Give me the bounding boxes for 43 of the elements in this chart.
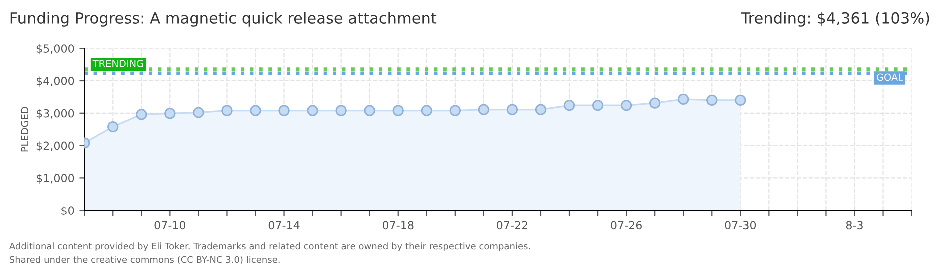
x-tick-label: 07-10 (154, 221, 186, 230)
point (278, 105, 290, 116)
point (450, 105, 461, 116)
point (164, 108, 176, 120)
point (250, 105, 262, 116)
y-tick-label: $1,000 (36, 174, 74, 184)
point (706, 94, 718, 106)
point (421, 105, 432, 116)
ref-line-label: GOAL (876, 74, 904, 82)
point (307, 105, 318, 116)
x-tick-label: 07-26 (611, 221, 642, 230)
point (535, 104, 547, 116)
point (136, 109, 148, 120)
text: Shared under the creative commons (CC BY-NC 3.0) license. (10, 256, 280, 264)
point (506, 104, 518, 116)
y-tick-label: $2,000 (36, 142, 74, 152)
point (678, 94, 690, 106)
y-tick-label: $0 (62, 206, 74, 216)
point (735, 94, 746, 106)
y-tick-label: $5,000 (36, 44, 74, 54)
point (392, 105, 404, 116)
point (364, 105, 376, 116)
point (621, 100, 632, 112)
ref-line-label: TRENDING (92, 60, 144, 68)
point (478, 104, 490, 116)
point (592, 100, 604, 112)
chart-subtitle: Trending: $4,361 (103%) (741, 12, 930, 27)
x-tick-label: 07-22 (497, 221, 528, 230)
point (336, 105, 347, 116)
point (564, 100, 576, 112)
x-tick-label: 07-14 (268, 221, 300, 230)
text: Additional content provided by Eli Toker. Trademarks and related content are owned by their respective companies. (9, 242, 530, 252)
point (193, 107, 204, 118)
y-tick-label: $3,000 (36, 109, 74, 120)
point (108, 121, 119, 133)
x-tick-label: 07-30 (725, 221, 756, 230)
y-tick-label: $4,000 (36, 76, 74, 87)
x-tick-label: 07-18 (382, 221, 414, 230)
point (650, 98, 661, 109)
y-axis-title: PLEDGED (21, 107, 29, 152)
point (222, 105, 233, 116)
chart-title: Funding Progress: A magnetic quick release attachment (10, 12, 437, 27)
x-tick-label: 8-3 (846, 221, 863, 230)
